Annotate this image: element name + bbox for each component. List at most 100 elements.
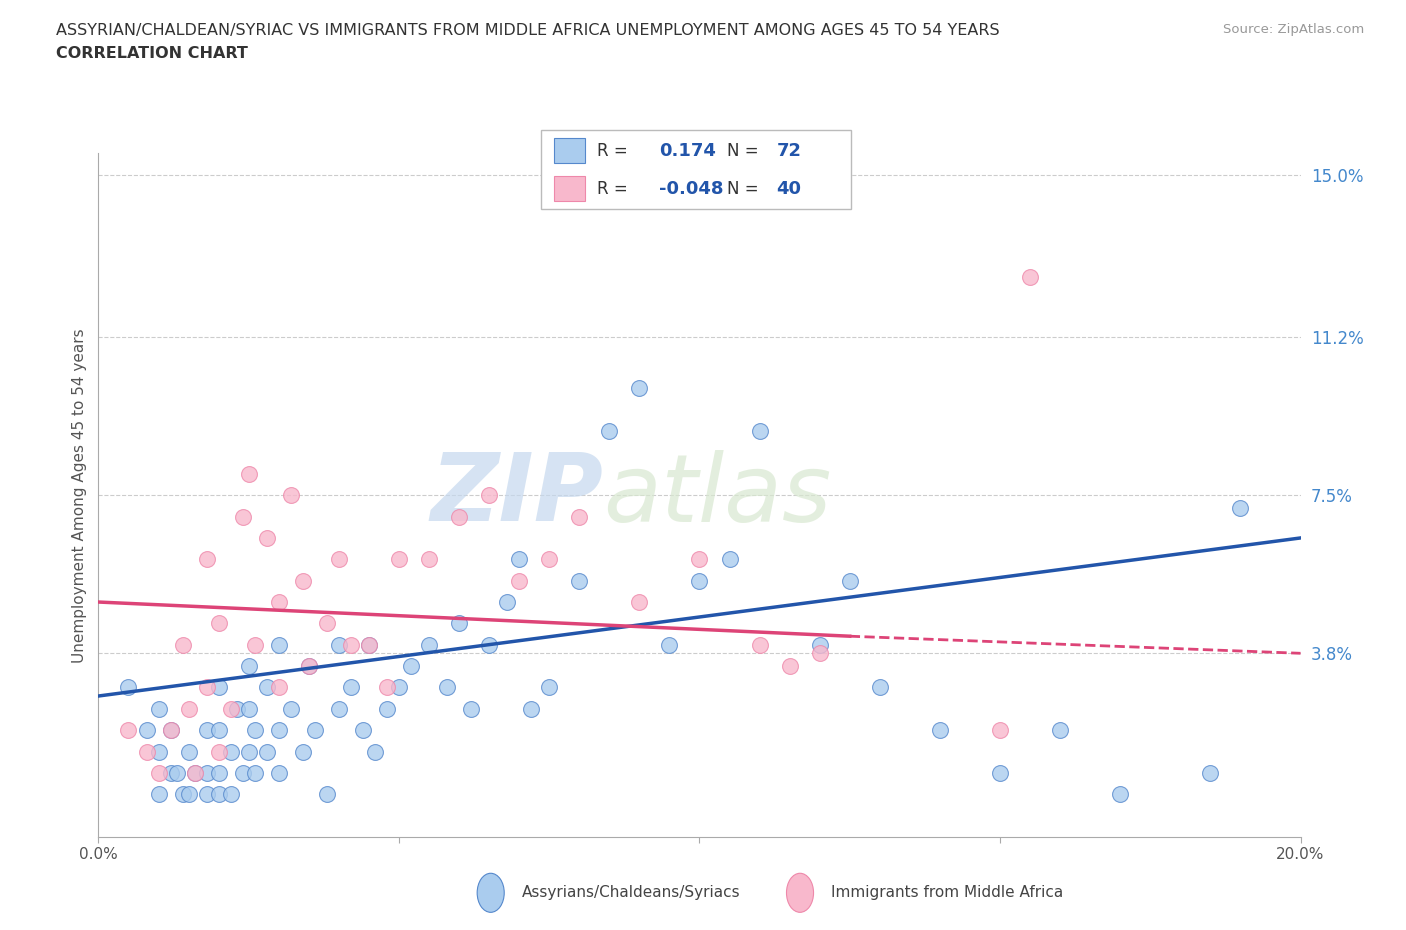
Point bbox=[568, 509, 591, 524]
Text: Assyrians/Chaldeans/Syriacs: Assyrians/Chaldeans/Syriacs bbox=[522, 885, 740, 900]
Point bbox=[177, 787, 200, 802]
Point bbox=[117, 723, 139, 737]
Point bbox=[988, 765, 1011, 780]
Point bbox=[388, 551, 411, 566]
Point bbox=[328, 637, 350, 652]
Point bbox=[328, 701, 350, 716]
FancyBboxPatch shape bbox=[554, 176, 585, 202]
Point bbox=[375, 680, 398, 695]
Point bbox=[183, 765, 205, 780]
Point bbox=[166, 765, 188, 780]
Point bbox=[238, 658, 260, 673]
Point bbox=[1109, 787, 1132, 802]
Point bbox=[496, 594, 519, 609]
Point bbox=[628, 594, 651, 609]
Point bbox=[1019, 270, 1042, 285]
Point bbox=[658, 637, 681, 652]
Point bbox=[340, 637, 363, 652]
Point bbox=[177, 744, 200, 759]
Text: CORRELATION CHART: CORRELATION CHART bbox=[56, 46, 247, 61]
Point bbox=[243, 637, 266, 652]
Y-axis label: Unemployment Among Ages 45 to 54 years: Unemployment Among Ages 45 to 54 years bbox=[72, 328, 87, 662]
Point bbox=[267, 723, 290, 737]
Point bbox=[688, 551, 710, 566]
Point bbox=[1049, 723, 1071, 737]
Point bbox=[328, 551, 350, 566]
Point bbox=[298, 658, 321, 673]
Point bbox=[208, 787, 231, 802]
Text: -0.048: -0.048 bbox=[659, 179, 723, 198]
Point bbox=[280, 488, 302, 503]
Point bbox=[508, 573, 530, 588]
Point bbox=[256, 530, 278, 545]
Point bbox=[208, 680, 231, 695]
Point bbox=[478, 637, 501, 652]
Point bbox=[172, 787, 194, 802]
Point bbox=[598, 424, 620, 439]
Point bbox=[508, 551, 530, 566]
Point bbox=[808, 645, 831, 660]
Point bbox=[148, 787, 170, 802]
Text: ZIP: ZIP bbox=[430, 449, 603, 541]
Text: 0.174: 0.174 bbox=[659, 141, 716, 160]
Text: atlas: atlas bbox=[603, 450, 831, 540]
Point bbox=[208, 723, 231, 737]
Point bbox=[256, 680, 278, 695]
Point bbox=[208, 744, 231, 759]
Point bbox=[748, 637, 770, 652]
Point bbox=[291, 573, 314, 588]
Point bbox=[243, 723, 266, 737]
Point bbox=[267, 765, 290, 780]
Point bbox=[1229, 500, 1251, 515]
Text: N =: N = bbox=[727, 179, 758, 198]
Point bbox=[195, 787, 218, 802]
Ellipse shape bbox=[786, 873, 814, 912]
Point bbox=[315, 787, 337, 802]
Point bbox=[1199, 765, 1222, 780]
Point bbox=[135, 723, 157, 737]
Point bbox=[135, 744, 157, 759]
Point bbox=[447, 616, 470, 631]
Point bbox=[352, 723, 374, 737]
Point bbox=[225, 701, 247, 716]
Point bbox=[238, 701, 260, 716]
Point bbox=[291, 744, 314, 759]
Point bbox=[375, 701, 398, 716]
Point bbox=[869, 680, 891, 695]
Point bbox=[988, 723, 1011, 737]
Point bbox=[304, 723, 326, 737]
Point bbox=[148, 744, 170, 759]
Point bbox=[195, 551, 218, 566]
Text: Source: ZipAtlas.com: Source: ZipAtlas.com bbox=[1223, 23, 1364, 36]
Point bbox=[117, 680, 139, 695]
Point bbox=[929, 723, 952, 737]
Point bbox=[177, 701, 200, 716]
Point bbox=[808, 637, 831, 652]
Point bbox=[568, 573, 591, 588]
Point bbox=[748, 424, 770, 439]
Point bbox=[460, 701, 482, 716]
Point bbox=[388, 680, 411, 695]
Point bbox=[172, 637, 194, 652]
Point bbox=[148, 765, 170, 780]
Point bbox=[280, 701, 302, 716]
FancyBboxPatch shape bbox=[541, 130, 851, 209]
Point bbox=[195, 765, 218, 780]
Point bbox=[478, 488, 501, 503]
Point bbox=[779, 658, 801, 673]
Text: ASSYRIAN/CHALDEAN/SYRIAC VS IMMIGRANTS FROM MIDDLE AFRICA UNEMPLOYMENT AMONG AGE: ASSYRIAN/CHALDEAN/SYRIAC VS IMMIGRANTS F… bbox=[56, 23, 1000, 38]
Text: R =: R = bbox=[598, 179, 627, 198]
Point bbox=[232, 509, 254, 524]
Point bbox=[267, 680, 290, 695]
Text: 40: 40 bbox=[776, 179, 801, 198]
Point bbox=[418, 637, 440, 652]
Point bbox=[315, 616, 337, 631]
Point bbox=[243, 765, 266, 780]
Point bbox=[538, 551, 561, 566]
Text: N =: N = bbox=[727, 141, 758, 160]
Point bbox=[219, 701, 242, 716]
Point bbox=[418, 551, 440, 566]
Point bbox=[267, 637, 290, 652]
Text: 72: 72 bbox=[776, 141, 801, 160]
Point bbox=[159, 765, 181, 780]
